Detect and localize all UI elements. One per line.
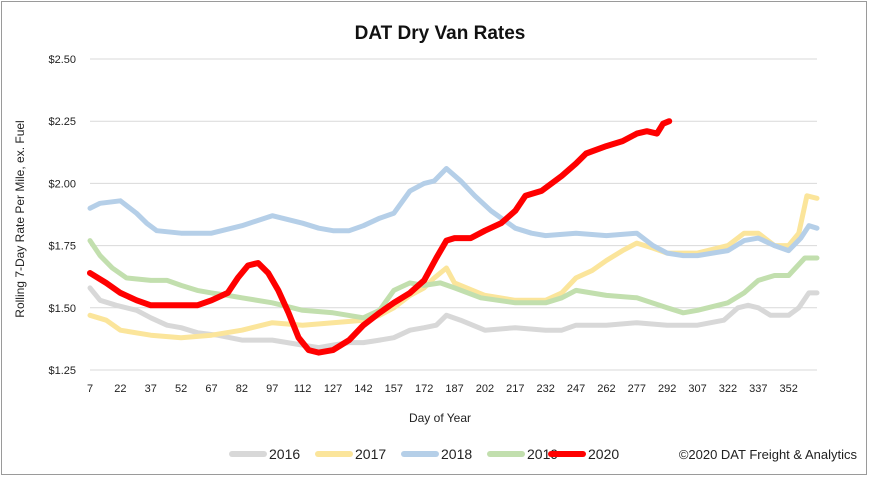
chart-title: DAT Dry Van Rates bbox=[355, 23, 526, 44]
series-line-2016 bbox=[87, 285, 820, 351]
legend-label-2018: 2018 bbox=[441, 446, 472, 462]
series-line-2019 bbox=[87, 238, 820, 321]
x-tick-label: 262 bbox=[597, 383, 615, 395]
x-tick-label: 67 bbox=[205, 383, 217, 395]
x-tick-label: 37 bbox=[145, 383, 157, 395]
x-tick-label: 82 bbox=[236, 383, 248, 395]
x-tick-label: 97 bbox=[266, 383, 278, 395]
legend: 2016 2017 2018 2019 2020 bbox=[229, 446, 619, 462]
y-tick-labels: $1.25 $1.50 $1.75 $2.00 $2.25 $2.50 bbox=[48, 54, 76, 377]
x-tick-label: 247 bbox=[567, 383, 585, 395]
copyright-annotation: ©2020 DAT Freight & Analytics bbox=[679, 447, 858, 462]
y-tick-label: $2.25 bbox=[48, 116, 76, 128]
y-axis-label: Rolling 7-Day Rate Per Mile, ex. Fuel bbox=[13, 120, 27, 317]
legend-label-2016: 2016 bbox=[269, 446, 300, 462]
x-tick-label: 337 bbox=[749, 383, 767, 395]
series-line-2020 bbox=[87, 118, 673, 356]
x-tick-label: 52 bbox=[175, 383, 187, 395]
y-tick-label: $2.00 bbox=[48, 178, 76, 190]
x-tick-labels: 7 22 37 52 67 82 97 112 127 142 157 172 187 202 217 232… bbox=[87, 383, 798, 395]
x-tick-label: 307 bbox=[688, 383, 706, 395]
y-tick-label: $1.50 bbox=[48, 303, 76, 315]
y-tick-label: $1.25 bbox=[48, 365, 76, 377]
x-tick-label: 217 bbox=[506, 383, 524, 395]
series-line-2018 bbox=[87, 166, 820, 259]
x-tick-label: 172 bbox=[415, 383, 433, 395]
x-tick-label: 157 bbox=[385, 383, 403, 395]
y-tick-label: $2.50 bbox=[48, 54, 76, 66]
x-tick-label: 7 bbox=[87, 383, 93, 395]
x-tick-label: 187 bbox=[445, 383, 463, 395]
x-tick-label: 22 bbox=[114, 383, 126, 395]
series-line-2017 bbox=[87, 193, 820, 341]
x-tick-label: 142 bbox=[354, 383, 372, 395]
x-tick-label: 292 bbox=[658, 383, 676, 395]
legend-label-2017: 2017 bbox=[355, 446, 386, 462]
x-tick-label: 202 bbox=[476, 383, 494, 395]
y-tick-label: $1.75 bbox=[48, 241, 76, 253]
x-tick-label: 127 bbox=[324, 383, 342, 395]
x-tick-label: 352 bbox=[779, 383, 797, 395]
x-tick-label: 232 bbox=[536, 383, 554, 395]
series-lines bbox=[87, 118, 820, 356]
x-tick-label: 322 bbox=[719, 383, 737, 395]
x-tick-label: 112 bbox=[294, 383, 312, 395]
legend-label-2020: 2020 bbox=[588, 446, 619, 462]
x-axis-label: Day of Year bbox=[409, 411, 471, 425]
x-tick-label: 277 bbox=[628, 383, 646, 395]
legend-label-2019: 2019 bbox=[527, 446, 558, 462]
gridlines bbox=[90, 58, 817, 371]
